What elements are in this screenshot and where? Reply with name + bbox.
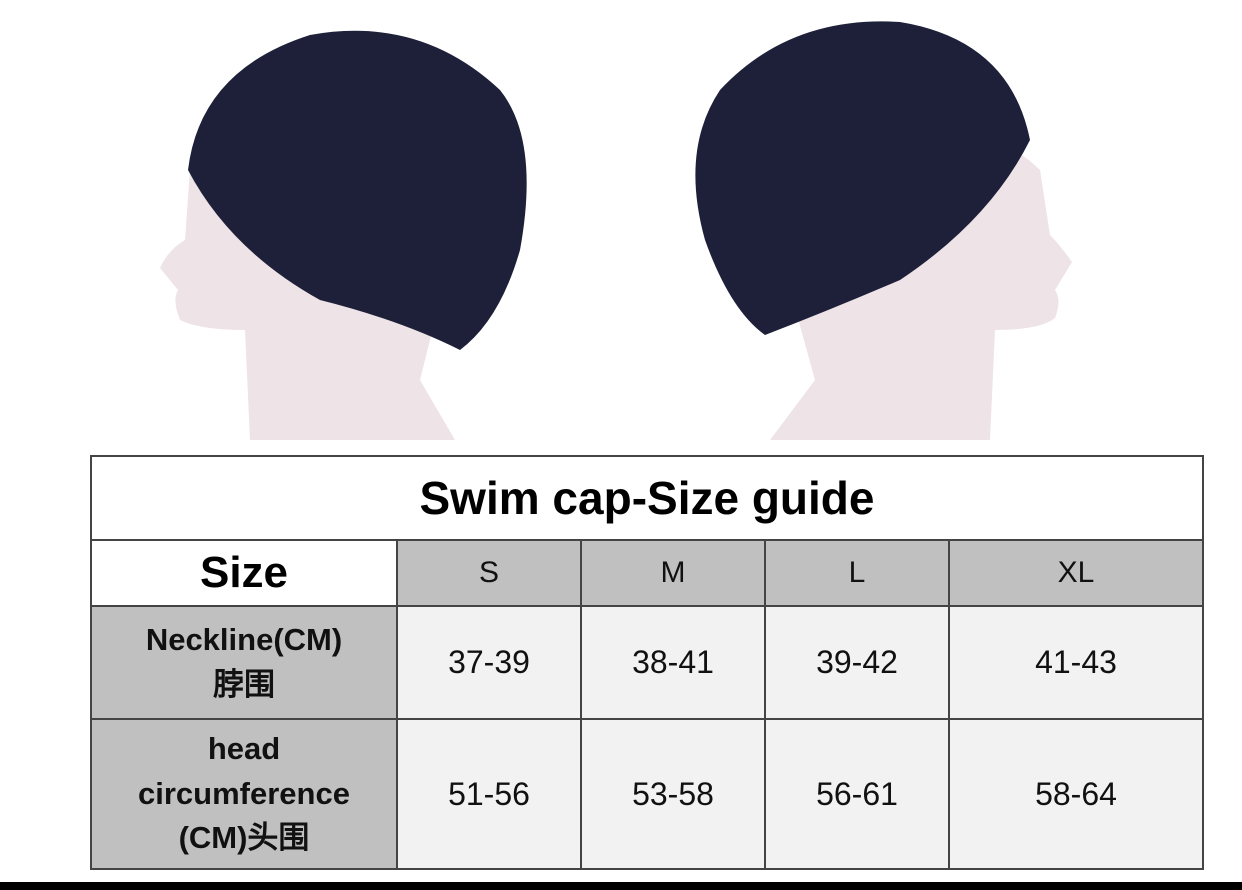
size-value: 39-42 bbox=[764, 605, 950, 720]
row-label-line: Neckline(CM) bbox=[145, 621, 343, 657]
size-header: S bbox=[396, 539, 582, 607]
size-value: 38-41 bbox=[580, 605, 766, 720]
row-label: Neckline(CM) 脖围 bbox=[90, 605, 398, 720]
size-value: 53-58 bbox=[580, 718, 766, 870]
table-row: head circumference (CM)头围 51-56 53-58 56-61 58… bbox=[90, 718, 1204, 870]
left-head bbox=[160, 30, 527, 440]
row-label-line: 脖围 bbox=[213, 666, 275, 702]
table-row: Neckline(CM) 脖围 37-39 38-41 39-42 41-43 bbox=[90, 605, 1204, 720]
size-value: 51-56 bbox=[396, 718, 582, 870]
size-value: 56-61 bbox=[764, 718, 950, 870]
size-header: M bbox=[580, 539, 766, 607]
size-header: L bbox=[764, 539, 950, 607]
product-photos bbox=[160, 21, 1072, 440]
table-title: Swim cap-Size guide bbox=[90, 455, 1204, 541]
row-label: head circumference (CM)头围 bbox=[90, 718, 398, 870]
size-value: 58-64 bbox=[948, 718, 1204, 870]
right-head bbox=[695, 21, 1072, 440]
bottom-bar bbox=[0, 882, 1242, 890]
size-table: Swim cap-Size guide Size S M L XL Neckline(C… bbox=[90, 455, 1204, 870]
size-label: Size bbox=[90, 539, 398, 607]
row-label-line: (CM)头围 bbox=[178, 820, 310, 856]
row-label-line: head bbox=[207, 730, 281, 766]
size-value: 37-39 bbox=[396, 605, 582, 720]
size-value: 41-43 bbox=[948, 605, 1204, 720]
row-label-line: circumference bbox=[138, 775, 350, 811]
size-header: XL bbox=[948, 539, 1204, 607]
header-row: Size S M L XL bbox=[90, 539, 1204, 607]
